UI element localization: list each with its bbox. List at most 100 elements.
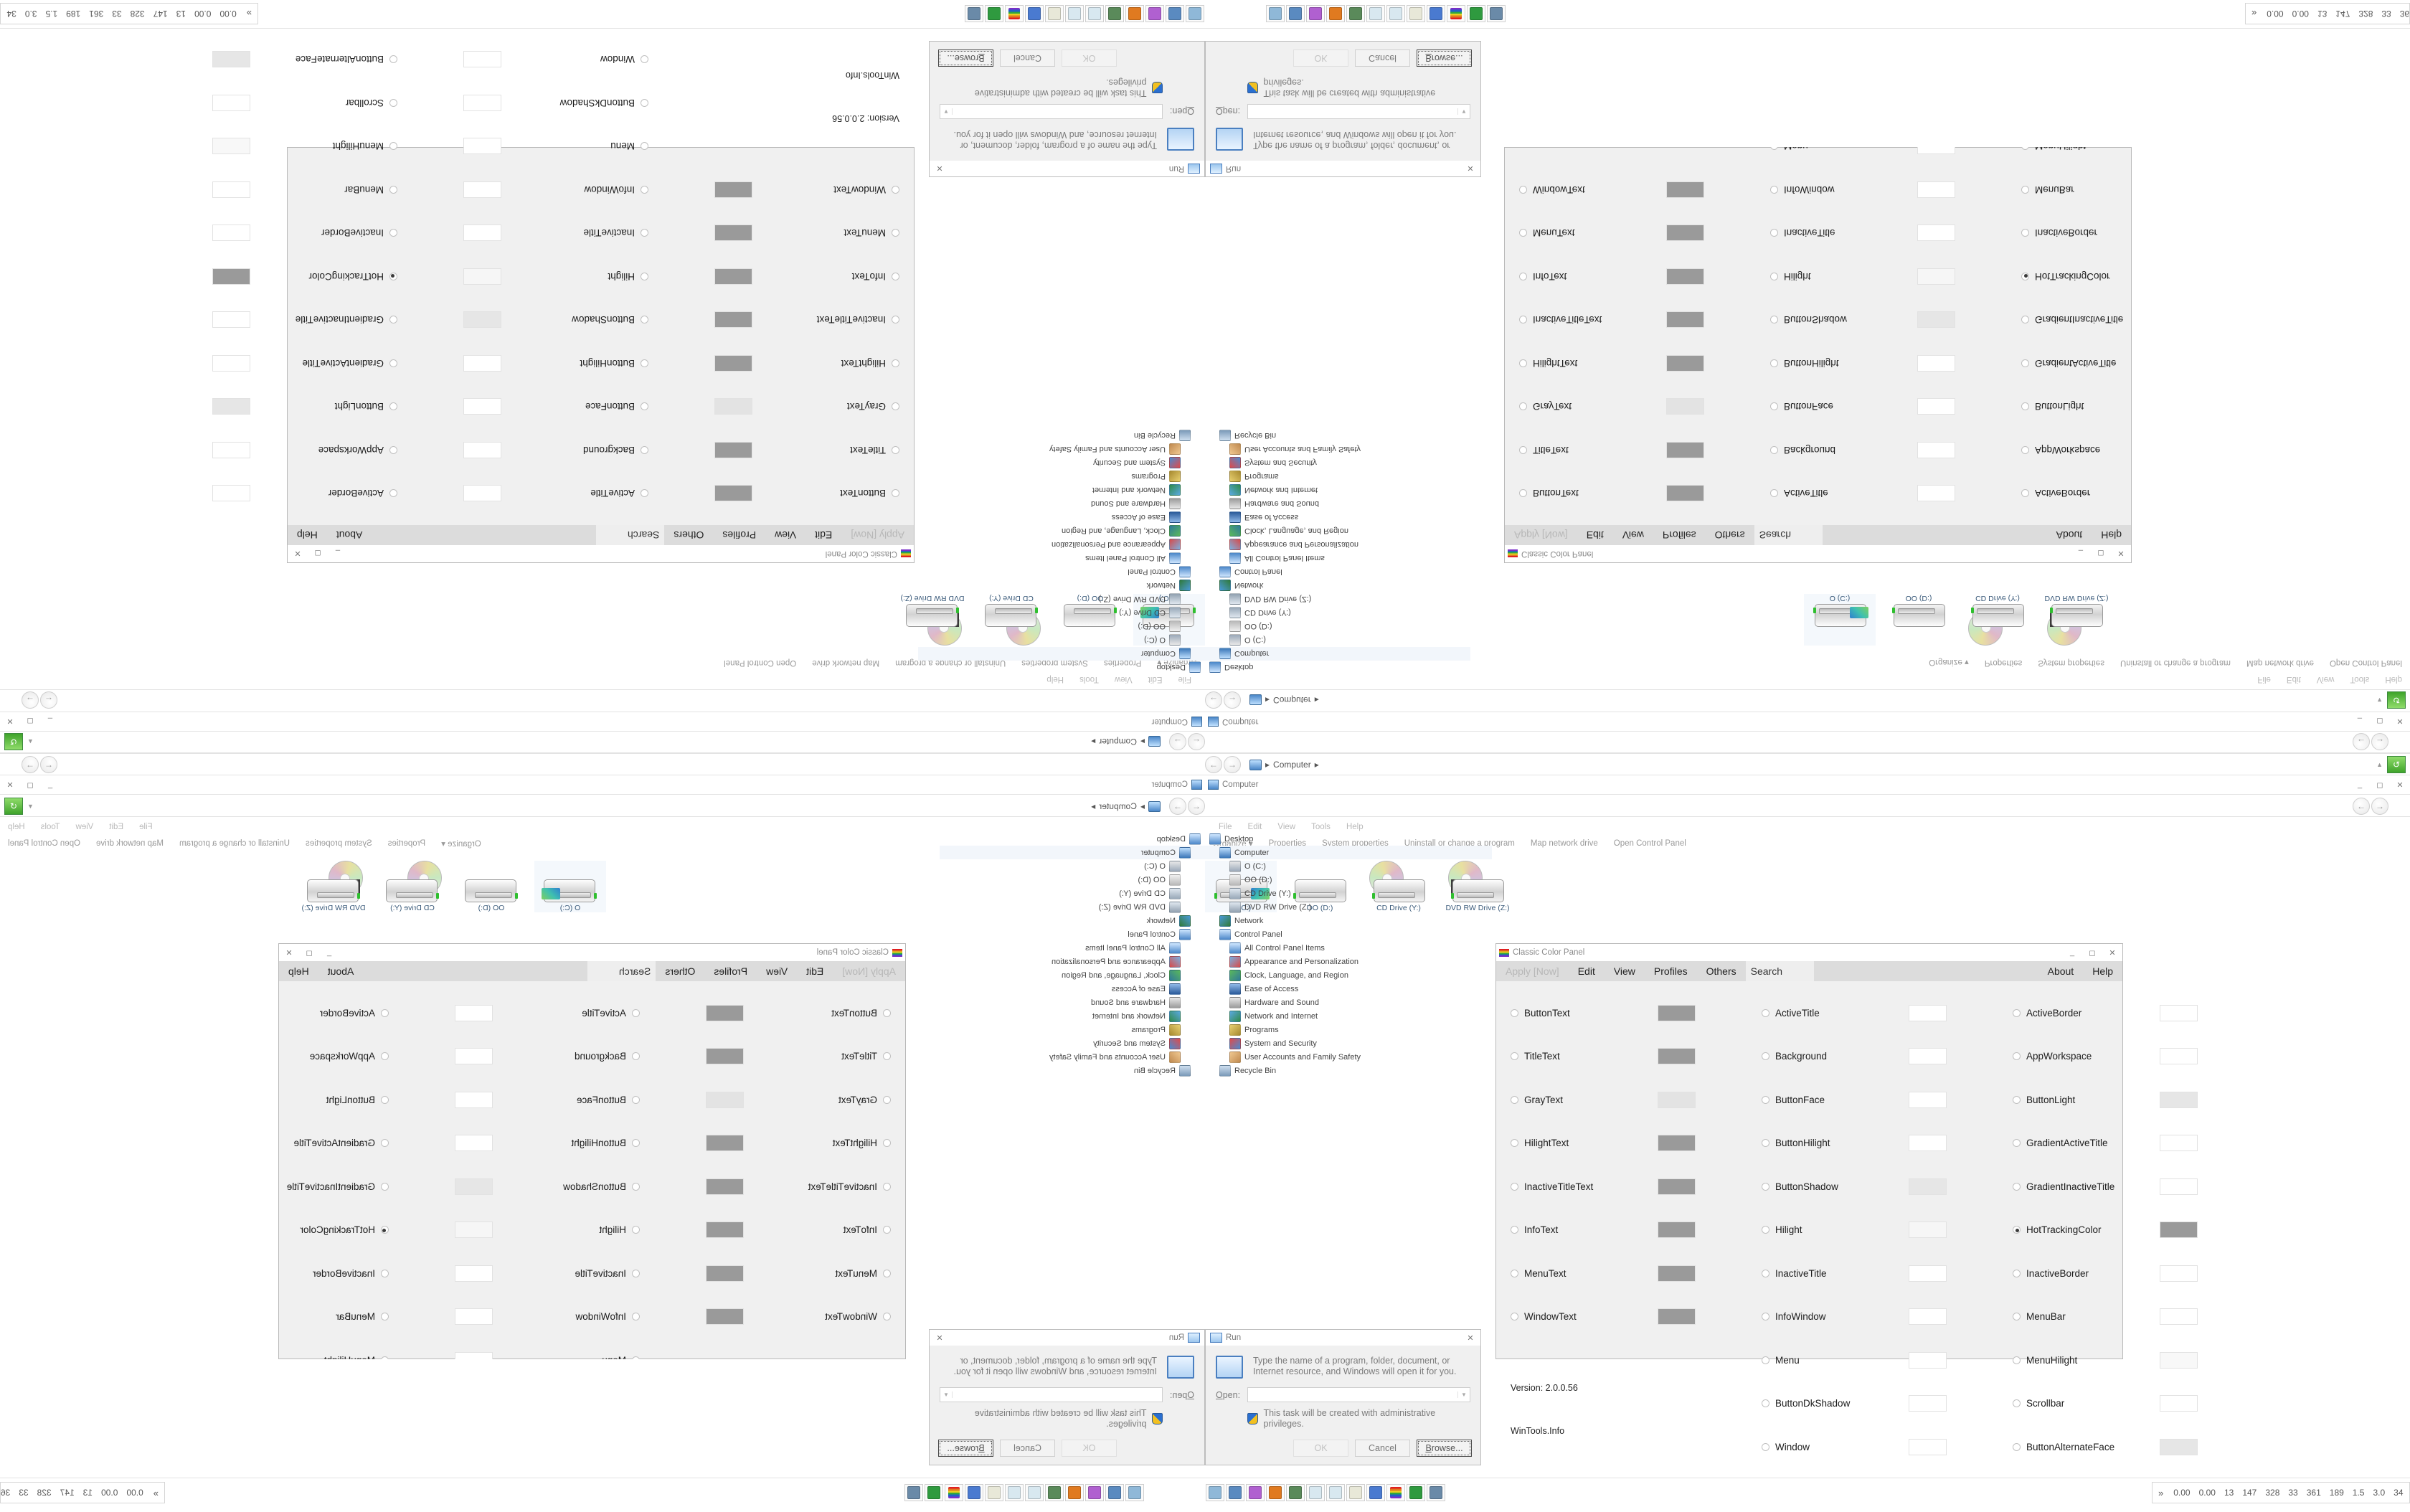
ccp-entry-infowindow[interactable]: InfoWindow	[403, 1295, 640, 1339]
back-button[interactable]: ←	[1205, 756, 1222, 773]
ccp-search-input[interactable]: Search	[1746, 961, 1814, 981]
forward-button[interactable]: →	[1224, 756, 1241, 773]
menu-edit[interactable]: Edit	[2279, 675, 2309, 684]
tree-item-dvd-rw-drive-z[interactable]: DVD RW Drive (Z:)	[1205, 900, 1492, 914]
tree-item-computer[interactable]: Computer	[1205, 846, 1492, 859]
ccp-entry-titletext[interactable]: TitleText	[1511, 1035, 1747, 1079]
ccp-entry-buttonhilight-swatch[interactable]	[1909, 1135, 1947, 1151]
ccp-entry-windowtext-swatch[interactable]	[1666, 181, 1704, 198]
tree-item-o-c[interactable]: O (C:)	[1205, 633, 1470, 647]
ccp-entry-menu[interactable]: Menu	[412, 125, 648, 169]
taskbar-rainbow-icon[interactable]	[1386, 1484, 1405, 1501]
ccp-entry-menutext[interactable]: MenuText	[1511, 1252, 1747, 1295]
ccp-entry-hilight-radio[interactable]	[632, 1226, 640, 1234]
ccp-entry-scrollbar[interactable]: Scrollbar	[161, 81, 397, 125]
ccp-menu-profiles[interactable]: Profiles	[1645, 961, 1697, 981]
chevron-down-icon[interactable]: ▼	[1457, 1391, 1470, 1398]
ccp-entry-graytext-swatch[interactable]	[706, 1092, 744, 1108]
ccp-entry-hilighttext[interactable]: HilightText	[663, 341, 899, 385]
ccp-entry-infowindow-radio[interactable]	[1762, 1313, 1769, 1320]
ccp-entry-buttonface-swatch[interactable]	[455, 1092, 493, 1108]
cmd-properties[interactable]: Properties	[1977, 658, 2030, 667]
refresh-icon[interactable]: ↺	[2387, 756, 2406, 773]
ccp-entry-gradientactivetitle-swatch[interactable]	[212, 355, 250, 372]
ccp-entry-buttonface-radio[interactable]	[1770, 402, 1778, 410]
ccp-entry-background-swatch[interactable]	[1909, 1048, 1947, 1064]
menu-help[interactable]: Help	[1039, 675, 1072, 684]
ccp-entry-infotext-radio[interactable]	[1519, 273, 1527, 280]
ccp-entry-background-radio[interactable]	[632, 1052, 640, 1060]
ccp-entry-buttonshadow-swatch[interactable]	[1909, 1178, 1947, 1195]
ccp-entry-hottrackingcolor-radio[interactable]	[381, 1226, 389, 1234]
drive-item[interactable]: O (C:)	[1804, 594, 1876, 646]
close-button[interactable]: ✕	[0, 714, 20, 729]
ccp-entry-inactivetitle-swatch[interactable]	[455, 1265, 493, 1282]
tree-item-network-and-internet[interactable]: Network and Internet	[940, 1009, 1205, 1023]
taskbar-rainbow-icon[interactable]	[1447, 5, 1465, 22]
ccp-entry-buttonlight[interactable]: ButtonLight	[2013, 1078, 2249, 1122]
ccp-entry-menuhilight-radio[interactable]	[381, 1356, 389, 1359]
ccp-menu-edit[interactable]: Edit	[797, 961, 833, 981]
taskbar-notepad-icon[interactable]	[1366, 5, 1385, 22]
ccp-entry-scrollbar-radio[interactable]	[389, 99, 397, 107]
taskbar-green-app-icon[interactable]	[1467, 5, 1485, 22]
forward-button[interactable]: →	[22, 691, 39, 709]
tree-item-dvd-rw-drive-z[interactable]: DVD RW Drive (Z:)	[940, 900, 1205, 914]
taskbar-firefox-alt-icon[interactable]	[1145, 5, 1164, 22]
ccp-entry-inactiveborder[interactable]: InactiveBorder	[2021, 212, 2132, 255]
ccp-entry-buttonshadow-radio[interactable]	[632, 1183, 640, 1191]
ccp-entry-windowtext-radio[interactable]	[1519, 186, 1527, 194]
ccp-entry-inactivetitle-radio[interactable]	[641, 229, 648, 237]
ccp-entry-hilight-radio[interactable]	[1770, 273, 1778, 280]
ccp-entry-window[interactable]: Window	[1762, 1425, 1998, 1469]
cmd-open-control-panel[interactable]: Open Control Panel	[0, 839, 88, 848]
tree-item-hardware-and-sound[interactable]: Hardware and Sound	[940, 996, 1205, 1009]
ccp-entry-buttonshadow-radio[interactable]	[1770, 316, 1778, 323]
back-button[interactable]: ←	[2353, 733, 2370, 750]
ccp-entry-buttonlight-swatch[interactable]	[2160, 1092, 2198, 1108]
ccp-entry-hilighttext-swatch[interactable]	[714, 355, 752, 372]
ccp-entry-graytext-swatch[interactable]	[1658, 1092, 1696, 1108]
ccp-entry-infotext-radio[interactable]	[1511, 1226, 1518, 1234]
ccp-entry-buttonalternateface[interactable]: ButtonAlternateFace	[2013, 1425, 2249, 1469]
ccp-entry-hilight-radio[interactable]	[1762, 1226, 1769, 1234]
drive-item[interactable]: OO (D:)	[455, 861, 527, 912]
ccp-entry-gradientinactivetitle[interactable]: GradientInactiveTitle	[2013, 1165, 2249, 1209]
tree-item-ease-of-access[interactable]: Ease of Access	[1205, 511, 1470, 524]
cmd-properties[interactable]: Properties	[380, 839, 433, 848]
ccp-entry-hottrackingcolor[interactable]: HotTrackingColor	[278, 1209, 389, 1252]
tree-item-oo-d[interactable]: OO (D:)	[1205, 620, 1470, 633]
tree-item-network-and-internet[interactable]: Network and Internet	[918, 483, 1205, 497]
forward-button[interactable]: →	[1169, 733, 1186, 750]
chevron-up-icon[interactable]: ▲	[2376, 761, 2383, 768]
ccp-entry-window-radio[interactable]	[641, 55, 648, 63]
ccp-entry-menu[interactable]: Menu	[403, 1338, 640, 1359]
menu-view[interactable]: View	[2309, 675, 2343, 684]
tree-item-dvd-rw-drive-z[interactable]: DVD RW Drive (Z:)	[918, 592, 1205, 606]
ccp-entry-hilighttext[interactable]: HilightText	[1519, 341, 1756, 385]
maximize-button[interactable]: ◻	[20, 714, 40, 729]
ccp-entry-buttonface-radio[interactable]	[641, 402, 648, 410]
ccp-entry-menutext-swatch[interactable]	[1658, 1265, 1696, 1282]
tree-item-desktop[interactable]: Desktop	[1205, 661, 1470, 674]
ccp-entry-buttontext[interactable]: ButtonText	[1519, 472, 1756, 516]
breadcrumb-caret-left[interactable]: ▸	[1265, 695, 1270, 705]
ccp-entry-inactivetitletext-swatch[interactable]	[1666, 311, 1704, 328]
ccp-entry-inactivetitle-radio[interactable]	[1770, 229, 1778, 237]
ccp-entry-activetitle-swatch[interactable]	[455, 1005, 493, 1021]
tray-chevron-icon[interactable]: »	[241, 9, 257, 19]
ccp-entry-windowtext[interactable]: WindowText	[654, 1295, 891, 1339]
taskbar-terminal-icon[interactable]	[1346, 5, 1365, 22]
ccp-entry-activetitle-swatch[interactable]	[463, 485, 501, 501]
ccp-entry-scrollbar-swatch[interactable]	[212, 95, 250, 111]
ccp-entry-buttonlight-radio[interactable]	[389, 402, 397, 410]
taskbar-terminal-icon[interactable]	[1286, 1484, 1305, 1501]
ccp-entry-titletext-swatch[interactable]	[1658, 1048, 1696, 1064]
tree-item-control-panel[interactable]: Control Panel	[1205, 565, 1470, 579]
taskbar-document-icon[interactable]	[985, 1484, 1003, 1501]
ccp-entry-menutext[interactable]: MenuText	[654, 1252, 891, 1295]
cmd-uninstall-or-change-a-program[interactable]: Uninstall or change a program	[2112, 658, 2239, 667]
menu-file[interactable]: File	[1170, 675, 1199, 684]
ccp-entry-buttondkshadow-radio[interactable]	[1762, 1399, 1769, 1407]
menu-file[interactable]: File	[2249, 675, 2279, 684]
